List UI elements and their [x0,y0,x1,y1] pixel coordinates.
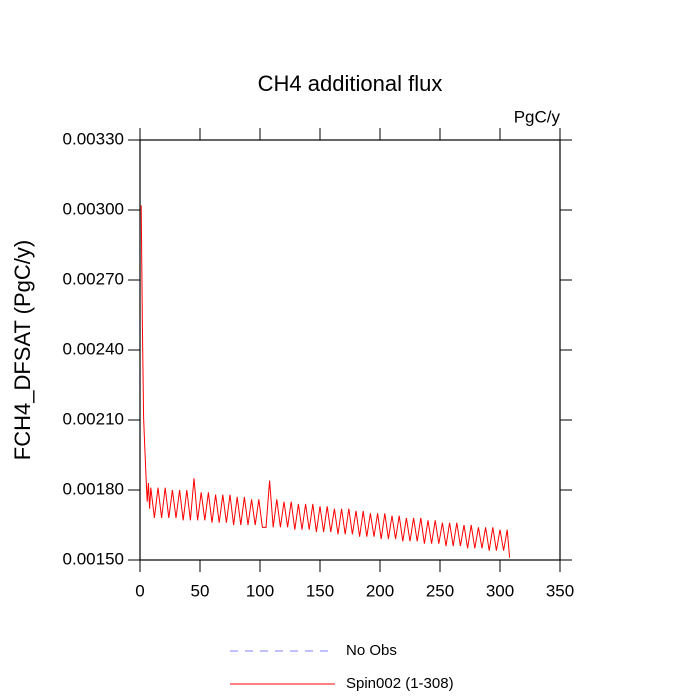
y-tick-label: 0.00150 [63,549,124,568]
units-label: PgC/y [514,107,561,126]
y-tick-label: 0.00210 [63,409,124,428]
x-tick-label: 150 [306,581,334,600]
x-tick-label: 50 [191,581,210,600]
data-line [140,205,511,558]
y-tick-label: 0.00180 [63,479,124,498]
x-tick-label: 300 [486,581,514,600]
y-tick-label: 0.00300 [63,199,124,218]
x-tick-label: 100 [246,581,274,600]
y-axis-label: FCH4_DFSAT (PgC/y) [10,240,35,460]
x-tick-label: 200 [366,581,394,600]
y-tick-label: 0.00240 [63,339,124,358]
legend-label: Spin002 (1-308) [346,675,454,692]
y-tick-label: 0.00270 [63,269,124,288]
x-tick-label: 250 [426,581,454,600]
x-tick-label: 350 [546,581,574,600]
legend-label: No Obs [346,642,397,659]
chart-title: CH4 additional flux [258,71,443,96]
y-tick-label: 0.00330 [63,129,124,148]
x-tick-label: 0 [135,581,144,600]
plot-frame [139,139,561,561]
